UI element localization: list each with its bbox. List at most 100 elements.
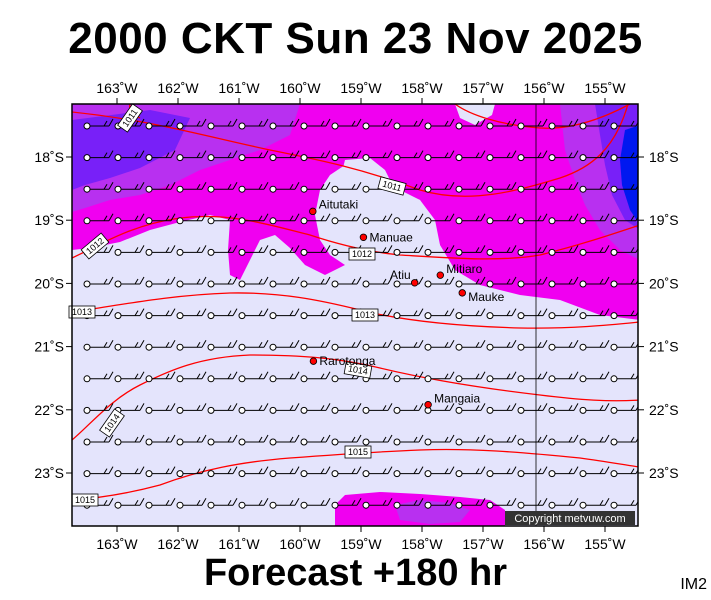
wind-barb xyxy=(517,371,548,383)
wind-barb xyxy=(238,371,269,383)
lon-label-top: 157˚W xyxy=(462,80,504,96)
wind-barb xyxy=(486,497,517,509)
wind-barb xyxy=(145,497,176,509)
wind-barb xyxy=(455,497,486,509)
wind-barb xyxy=(238,434,269,446)
wind-barb xyxy=(548,308,579,320)
wind-barb xyxy=(393,118,424,130)
wind-barb xyxy=(486,150,517,162)
wind-barb xyxy=(300,150,331,162)
lon-label-bottom: 162˚W xyxy=(157,536,199,552)
place-marker xyxy=(436,271,444,279)
wind-barb xyxy=(300,181,331,193)
wind-barb xyxy=(238,118,269,130)
lon-label-bottom: 157˚W xyxy=(462,536,504,552)
lon-label-top: 162˚W xyxy=(157,80,199,96)
lat-label-right: 18˚S xyxy=(649,149,679,165)
place-label: Aitutaki xyxy=(319,197,358,211)
wind-barb xyxy=(145,245,176,256)
wind-barb xyxy=(238,276,269,288)
wind-barb xyxy=(331,118,362,130)
wind-barb xyxy=(238,466,269,478)
wind-barb xyxy=(145,371,176,383)
wind-barb xyxy=(176,466,207,478)
copyright-text: Copyright metvuw.com xyxy=(514,513,625,525)
wind-barb xyxy=(517,276,548,288)
wind-barb xyxy=(207,245,238,256)
wind-barb xyxy=(114,308,145,320)
place-marker xyxy=(359,233,368,241)
wind-barb xyxy=(145,181,176,193)
wind-barb xyxy=(114,371,145,383)
wind-barb xyxy=(393,245,424,256)
wind-barb xyxy=(517,308,548,320)
lat-label-right: 20˚S xyxy=(649,275,679,291)
isobar-label: 1014 xyxy=(343,361,373,379)
wind-barb xyxy=(114,497,145,509)
wind-barb xyxy=(331,339,362,351)
wind-barb xyxy=(424,308,455,320)
forecast-label: Forecast +180 hr xyxy=(203,552,508,594)
place-label: Rarotonga xyxy=(319,354,375,368)
wind-barb xyxy=(424,118,455,130)
wind-barb xyxy=(455,245,486,256)
wind-barb xyxy=(238,181,269,193)
wind-barb xyxy=(145,118,176,130)
wind-barb xyxy=(455,339,486,351)
wind-barb xyxy=(269,276,300,288)
wind-barb xyxy=(579,276,610,288)
wind-barb xyxy=(517,245,548,256)
wind-barb xyxy=(145,213,176,225)
wind-barb xyxy=(269,308,300,320)
wind-barb xyxy=(455,118,486,130)
wind-barb xyxy=(610,310,638,320)
wind-barb xyxy=(517,434,548,446)
wind-barb xyxy=(207,213,238,225)
wind-barb xyxy=(424,371,455,383)
wind-barb xyxy=(610,152,638,162)
wind-barb xyxy=(269,466,300,478)
wind-barb xyxy=(207,466,238,478)
wind-barb xyxy=(269,245,300,256)
lon-label-top: 159˚W xyxy=(340,80,382,96)
place-label: Manuae xyxy=(369,230,413,244)
lon-label-bottom: 158˚W xyxy=(401,536,443,552)
wind-barb xyxy=(455,213,486,225)
wind-barb xyxy=(83,213,114,225)
isobar-label: 1013 xyxy=(351,308,379,322)
wind-barb xyxy=(176,339,207,351)
wind-barb xyxy=(83,181,114,193)
wind-barb xyxy=(486,213,517,225)
lon-label-top: 155˚W xyxy=(584,80,626,96)
wind-barb xyxy=(610,278,638,288)
wind-barb xyxy=(486,466,517,478)
wind-barb xyxy=(486,403,517,414)
wind-barb xyxy=(269,497,300,509)
place-markers: Aitutaki Manuae Mitiaro Atiu Mauke Rarotonga M… xyxy=(309,197,505,409)
lon-label-bottom: 159˚W xyxy=(340,536,382,552)
wind-barb xyxy=(610,215,638,225)
wind-barb xyxy=(83,150,114,162)
wind-barb xyxy=(145,466,176,478)
lon-label-top: 163˚W xyxy=(96,80,138,96)
wind-barb xyxy=(300,308,331,320)
wind-barb xyxy=(517,466,548,478)
lon-label-bottom: 155˚W xyxy=(584,536,626,552)
svg-text:1015: 1015 xyxy=(75,495,95,505)
isobar-label: 1012 xyxy=(348,247,376,261)
wind-barb xyxy=(331,276,362,288)
wind-barb xyxy=(331,403,362,414)
wind-barb xyxy=(300,371,331,383)
wind-barb xyxy=(207,403,238,414)
wind-barb xyxy=(486,371,517,383)
wind-barb xyxy=(300,434,331,446)
wind-barb xyxy=(114,276,145,288)
wind-barb xyxy=(207,150,238,162)
rain-area-south-moderate xyxy=(395,500,470,524)
wind-barb xyxy=(579,497,610,509)
wind-barb xyxy=(579,118,610,130)
wind-barb xyxy=(424,150,455,162)
lon-label-bottom: 163˚W xyxy=(96,536,138,552)
wind-barbs xyxy=(83,118,638,509)
lon-label-top: 161˚W xyxy=(218,80,260,96)
